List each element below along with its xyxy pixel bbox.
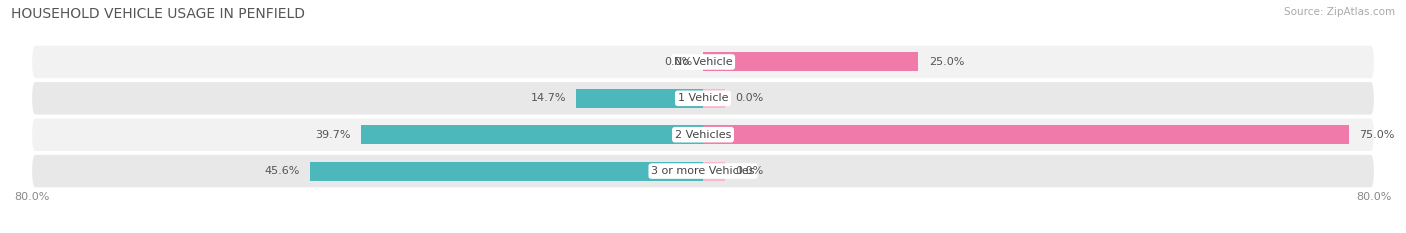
Text: 2 Vehicles: 2 Vehicles: [675, 130, 731, 140]
FancyBboxPatch shape: [31, 45, 1375, 79]
Text: 0.0%: 0.0%: [735, 166, 763, 176]
Text: 3 or more Vehicles: 3 or more Vehicles: [651, 166, 755, 176]
Bar: [361, 125, 703, 144]
FancyBboxPatch shape: [31, 154, 1375, 188]
Text: HOUSEHOLD VEHICLE USAGE IN PENFIELD: HOUSEHOLD VEHICLE USAGE IN PENFIELD: [11, 7, 305, 21]
Text: 75.0%: 75.0%: [1360, 130, 1395, 140]
Text: 0.0%: 0.0%: [665, 57, 693, 67]
Bar: [576, 89, 703, 108]
Text: Source: ZipAtlas.com: Source: ZipAtlas.com: [1284, 7, 1395, 17]
Text: 45.6%: 45.6%: [264, 166, 299, 176]
Text: 80.0%: 80.0%: [1357, 192, 1392, 202]
Bar: [311, 162, 703, 181]
FancyBboxPatch shape: [31, 117, 1375, 152]
FancyBboxPatch shape: [31, 81, 1375, 116]
Bar: [703, 162, 724, 181]
Text: 39.7%: 39.7%: [315, 130, 350, 140]
Bar: [703, 89, 724, 108]
Text: 25.0%: 25.0%: [928, 57, 965, 67]
Bar: [703, 52, 918, 71]
Text: No Vehicle: No Vehicle: [673, 57, 733, 67]
Text: 14.7%: 14.7%: [530, 93, 567, 103]
Text: 0.0%: 0.0%: [735, 93, 763, 103]
Text: 80.0%: 80.0%: [14, 192, 49, 202]
Bar: [703, 125, 1348, 144]
Text: 1 Vehicle: 1 Vehicle: [678, 93, 728, 103]
